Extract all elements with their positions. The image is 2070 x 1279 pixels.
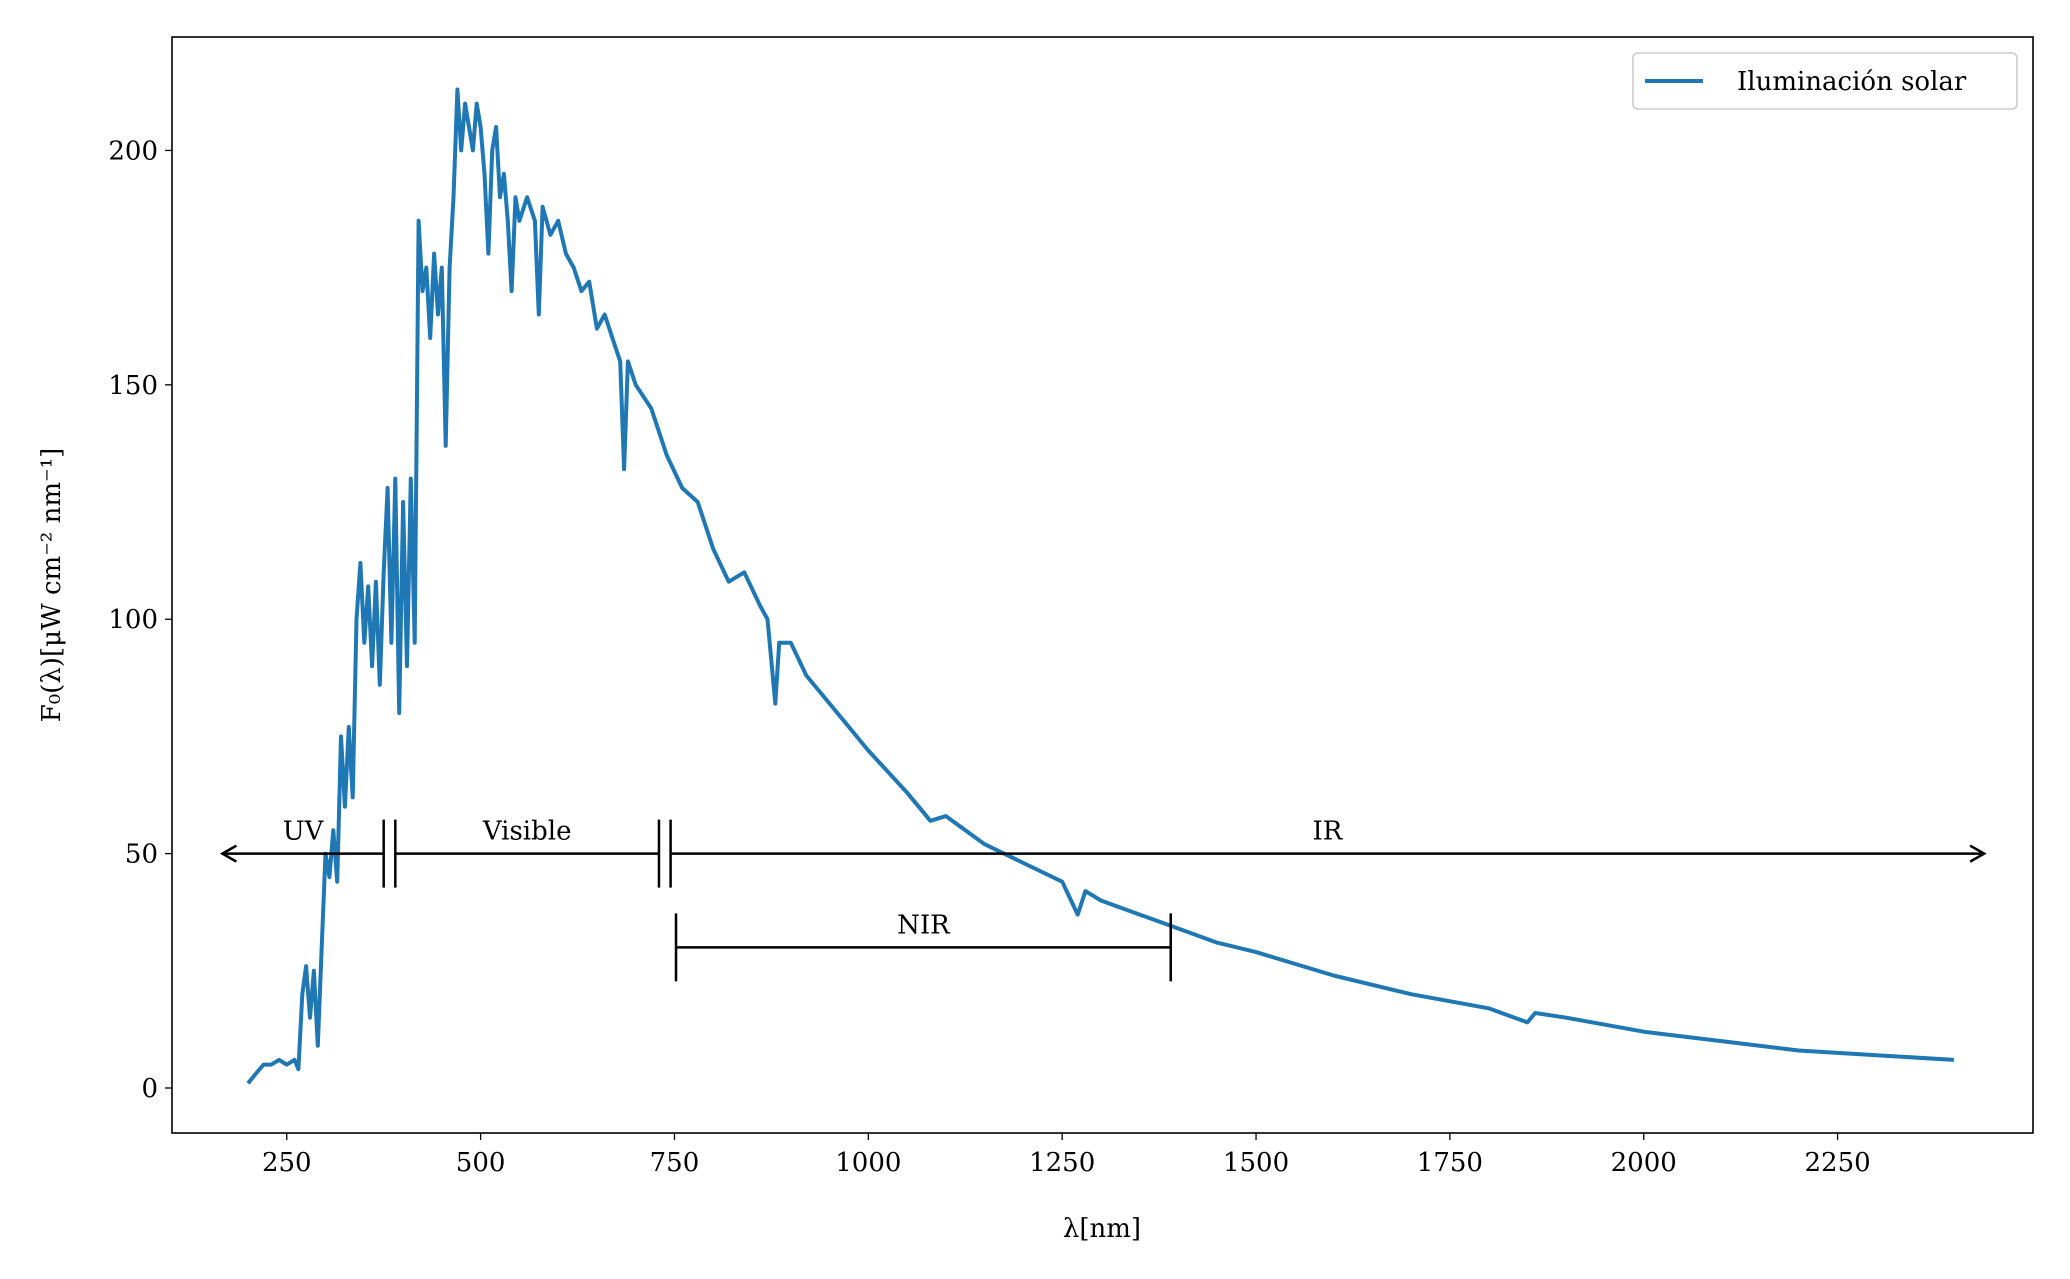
legend-label: Iluminación solar (1737, 67, 1967, 97)
region-label: UV (283, 817, 325, 847)
x-tick-label: 1250 (1029, 1148, 1095, 1178)
region-annotation: IR (669, 817, 1987, 888)
y-tick-label: 50 (125, 840, 158, 870)
x-tick-label: 1500 (1223, 1148, 1289, 1178)
region-arrowhead (219, 844, 238, 863)
region-annotation: Visible (394, 817, 661, 888)
region-annotation: NIR (674, 910, 1172, 982)
region-label: IR (1312, 817, 1343, 847)
y-tick-label: 150 (108, 371, 158, 401)
region-label: Visible (482, 817, 572, 847)
region-arrowhead (1969, 844, 1987, 863)
region-annotation: UV (219, 817, 385, 888)
y-tick-label: 100 (108, 605, 158, 635)
x-tick-label: 1000 (835, 1148, 901, 1178)
legend-box (1632, 52, 2018, 110)
x-tick-label: 2000 (1611, 1148, 1677, 1178)
legend: Iluminación solar (1632, 52, 2018, 110)
y-tick-label: 0 (141, 1074, 158, 1104)
x-axis-label: λ[nm] (1063, 1214, 1141, 1244)
x-tick-label: 500 (456, 1148, 506, 1178)
plot-frame (171, 36, 2034, 1134)
y-tick-label: 200 (108, 136, 158, 166)
spectrum-line (246, 87, 1955, 1085)
x-tick-label: 1750 (1417, 1148, 1483, 1178)
x-tick-label: 2250 (1805, 1148, 1871, 1178)
x-tick-label: 750 (650, 1148, 700, 1178)
x-tick-label: 250 (262, 1148, 312, 1178)
region-label: NIR (897, 910, 951, 940)
y-axis-label: F₀(λ)[μW cm⁻² nm⁻¹] (37, 448, 67, 723)
